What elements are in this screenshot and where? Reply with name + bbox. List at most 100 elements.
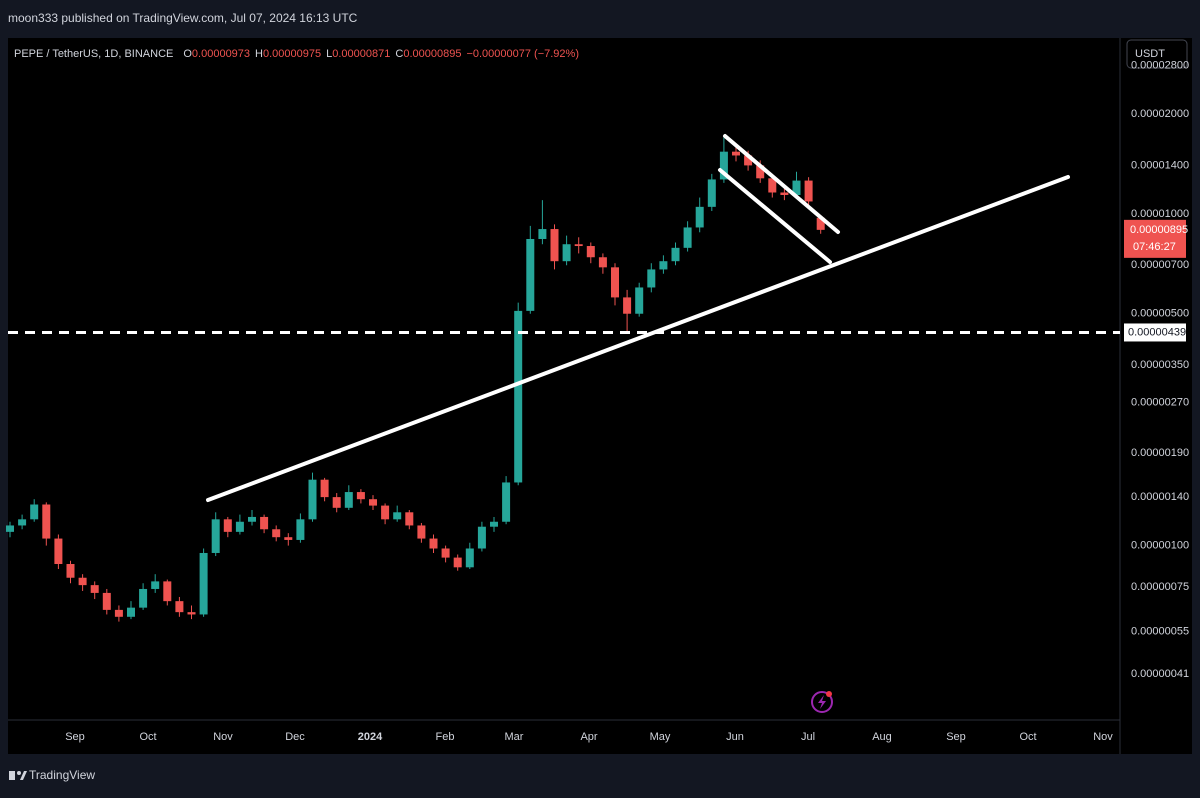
- candle-body: [732, 151, 740, 156]
- candle-body: [223, 519, 232, 532]
- candle-body: [477, 526, 486, 549]
- brand: TradingView: [29, 768, 95, 782]
- channel-lower: [718, 168, 832, 264]
- y-tick-label: 0.00000700: [1131, 259, 1189, 271]
- y-tick-label: 0.00000075: [1131, 581, 1189, 593]
- candle-body: [127, 607, 135, 617]
- x-tick-label: Sep: [946, 731, 966, 743]
- candle-body: [719, 151, 728, 180]
- candle-body: [671, 247, 680, 262]
- currency[interactable]: USDT: [1135, 48, 1165, 60]
- candle-body: [248, 516, 256, 522]
- y-tick-label: 0.00000350: [1131, 359, 1189, 371]
- candle-body: [272, 529, 281, 538]
- candle-body: [102, 592, 111, 610]
- candle-body: [707, 179, 716, 207]
- y-tick-label: 0.00000190: [1131, 447, 1189, 459]
- candle-body: [42, 504, 51, 539]
- y-tick-label: 0.00000055: [1131, 626, 1189, 638]
- candle-body: [296, 519, 305, 540]
- x-tick-label: Feb: [436, 731, 455, 743]
- y-tick-label: 0.00000140: [1131, 491, 1189, 503]
- candle-body: [30, 504, 39, 520]
- legend-value: 0.00000895: [403, 48, 461, 60]
- candles: [6, 137, 825, 622]
- candle-body: [211, 519, 220, 553]
- x-tick-label: Oct: [139, 731, 156, 743]
- last-price: 0.00000895: [1130, 224, 1188, 236]
- candle-body: [54, 538, 63, 565]
- candle-body: [514, 310, 523, 483]
- candle-body: [562, 244, 571, 262]
- symbol: PEPE / TetherUS, 1D, BINANCE: [14, 48, 173, 60]
- candle-body: [574, 244, 583, 247]
- trend-line: [206, 175, 1070, 502]
- candle-body: [78, 577, 87, 586]
- candle-body: [163, 581, 172, 602]
- candle-body: [441, 548, 450, 558]
- candle-body: [816, 217, 825, 230]
- currency-button[interactable]: [1126, 39, 1188, 69]
- candle-body: [66, 564, 75, 578]
- candle-body: [780, 192, 789, 195]
- candle-body: [356, 492, 365, 500]
- candle-body: [260, 516, 269, 530]
- last-price-box: [1124, 219, 1186, 258]
- candle-body: [344, 492, 353, 508]
- candle-body: [369, 499, 377, 506]
- candle-body: [429, 538, 438, 549]
- y-tick-label: 0.00000500: [1131, 308, 1189, 320]
- candle-body: [611, 267, 619, 298]
- candle-body: [18, 519, 27, 526]
- legend-key: L: [326, 48, 332, 60]
- candle-body: [235, 521, 244, 532]
- candle-body: [332, 497, 341, 508]
- x-tick-label: Aug: [872, 731, 892, 743]
- candle-body: [804, 180, 813, 202]
- candle-body: [405, 512, 414, 526]
- legend-change: −0.00000077 (−7.92%): [466, 48, 579, 60]
- x-tick-label: Jun: [726, 731, 744, 743]
- x-tick-label: Mar: [505, 731, 524, 743]
- candle-body: [284, 537, 293, 540]
- plot-area: [8, 38, 1120, 754]
- candle-body: [756, 165, 765, 179]
- countdown: 07:46:27: [1133, 241, 1176, 253]
- x-tick-label: 2024: [358, 731, 383, 743]
- x-tick-label: Sep: [65, 731, 85, 743]
- price-axis: [1120, 38, 1192, 754]
- x-tick-label: May: [650, 731, 671, 743]
- y-tick-label: 0.00001400: [1131, 159, 1189, 171]
- candle-body: [381, 505, 390, 520]
- candle-body: [90, 585, 99, 593]
- candle-body: [623, 297, 632, 314]
- candle-body: [393, 512, 402, 520]
- candle-body: [114, 609, 123, 617]
- candle-body: [635, 287, 644, 314]
- candle-body: [768, 178, 777, 193]
- legend-value: 0.00000973: [192, 48, 250, 60]
- legend-key: O: [183, 48, 192, 60]
- candle-body: [199, 552, 208, 615]
- x-tick-label: Oct: [1019, 731, 1036, 743]
- x-tick-label: Nov: [213, 731, 233, 743]
- x-tick-label: Nov: [1093, 731, 1113, 743]
- candle-body: [659, 261, 668, 270]
- candle-body: [502, 482, 511, 522]
- x-tick-label: Dec: [285, 731, 305, 743]
- legend: PEPE / TetherUS, 1D, BINANCE O 0.00000973…: [14, 48, 579, 60]
- published: moon333 published on TradingView.com, Ju…: [8, 11, 358, 25]
- candle-body: [550, 229, 559, 262]
- candle-body: [647, 269, 656, 288]
- level-label: 0.00000439: [1128, 326, 1186, 338]
- candle-body: [465, 548, 474, 568]
- candle-body: [6, 525, 14, 532]
- candle-body: [320, 479, 329, 498]
- y-tick-label: 0.00000100: [1131, 539, 1189, 551]
- alert-icon[interactable]: [811, 691, 833, 713]
- y-tick-label: 0.00002000: [1131, 108, 1189, 120]
- legend-value: 0.00000975: [263, 48, 321, 60]
- candle-body: [598, 257, 607, 268]
